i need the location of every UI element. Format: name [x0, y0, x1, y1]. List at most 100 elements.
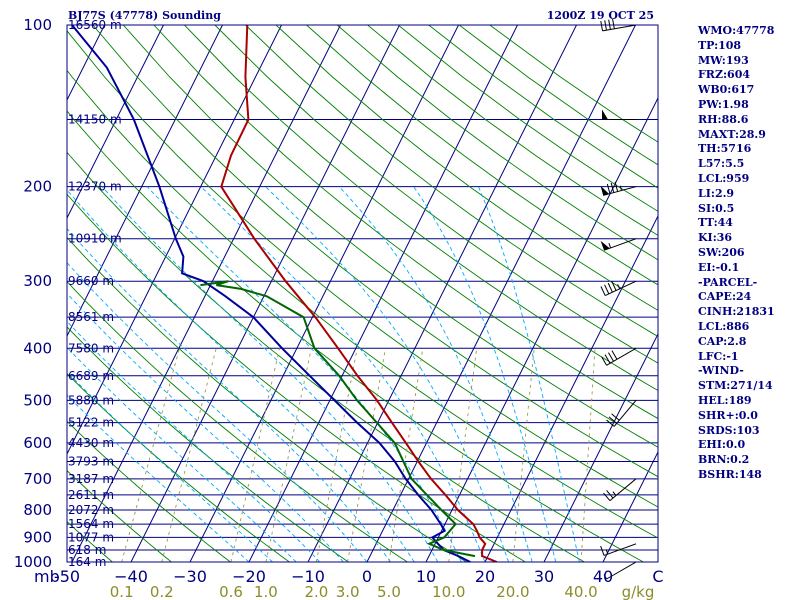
temp-tick-label: −20: [232, 567, 266, 586]
mixing-ratio-line: [121, 348, 180, 562]
temp-tick-label: 20: [475, 567, 495, 586]
height-label: 1564 m: [68, 517, 114, 531]
wind-barb-full: [612, 18, 615, 29]
wind-barb-full: [601, 356, 607, 366]
mixing-ratio-line: [388, 348, 424, 562]
wind-barb-staff: [613, 400, 637, 427]
mixing-ratio-line: [161, 348, 217, 562]
wind-barb-half: [612, 491, 617, 496]
dry-adiabat: [92, 25, 658, 478]
moist-adiabat: [101, 186, 439, 562]
index-item: LCL:959: [698, 171, 750, 185]
dry-adiabat: [67, 372, 291, 562]
wind-barbs: [600, 18, 637, 580]
index-item: KI:36: [698, 231, 733, 245]
mixing-ratio-tick-label: 40.0: [564, 583, 597, 600]
mixing-ratio-tick-label: 20.0: [496, 583, 529, 600]
index-item: CAP:2.8: [698, 334, 747, 348]
height-label: 16560 m: [68, 18, 122, 32]
mixing-ratio-line: [315, 348, 358, 562]
temp-tick-label: C: [652, 567, 663, 586]
background-grid: [67, 25, 658, 562]
index-item: LCL:886: [698, 319, 750, 333]
dry-adiabat: [67, 469, 173, 562]
dry-adiabat: [67, 193, 527, 562]
index-item: TP:108: [698, 38, 742, 52]
temp-tick-label: −10: [291, 567, 325, 586]
wind-barb-full: [604, 354, 611, 364]
isotherm-line: [67, 25, 164, 220]
index-item: LI:2.9: [698, 186, 735, 200]
mixing-ratio-tick-label: 0.6: [219, 583, 243, 600]
index-item: LFC:-1: [698, 349, 739, 363]
height-label: 618 m: [68, 543, 106, 557]
wind-barb-staff: [604, 280, 637, 297]
temp-tick-label: 0: [362, 567, 372, 586]
mixing-ratio-tick-label: 1.0: [254, 583, 278, 600]
index-item: SI:0.5: [698, 201, 735, 215]
isotherm-line: [425, 96, 658, 562]
wind-barb-staff: [609, 478, 637, 502]
index-item: CAPE:24: [698, 290, 752, 304]
pressure-tick-label: 300: [23, 272, 52, 290]
mixing-ratio-tick-label: 5.0: [377, 583, 401, 600]
moist-adiabat: [67, 346, 297, 562]
dry-adiabat: [122, 25, 658, 448]
index-item: -WIND-: [698, 364, 744, 378]
wind-barb-full: [603, 492, 611, 501]
pressure-tick-label: 200: [23, 178, 52, 196]
index-item: -PARCEL-: [698, 275, 758, 289]
moist-adiabat: [67, 371, 273, 562]
temp-tick-label: −30: [173, 567, 207, 586]
chart-time: 1200Z 19 OCT 25: [547, 9, 654, 22]
temp-tick-label: -50: [54, 567, 80, 586]
temp-tick-label: 10: [416, 567, 436, 586]
dewpoint-trace: [71, 25, 471, 562]
index-item: SW:206: [698, 245, 745, 259]
moist-adiabat: [146, 186, 462, 562]
isotherm-line: [543, 332, 658, 562]
index-item: CINH:21831: [698, 305, 775, 319]
index-item: MW:193: [698, 53, 749, 67]
temperature-trace: [220, 25, 498, 562]
mixing-ratio-tick-label: 10.0: [432, 583, 465, 600]
index-item: L57:5.5: [698, 157, 745, 171]
wind-barb-flag: [602, 109, 608, 120]
height-label: 1077 m: [68, 530, 114, 544]
mixing-ratio-line: [512, 348, 535, 562]
isotherm-line: [67, 25, 223, 338]
height-label: 2611 m: [68, 488, 114, 502]
moist-adiabat: [67, 394, 250, 562]
moist-adiabat: [67, 189, 415, 562]
height-label: 14150 m: [68, 113, 122, 127]
mixing-ratio-unit: g/kg: [622, 583, 655, 600]
dry-adiabat: [67, 520, 114, 562]
index-item: SRDS:103: [698, 423, 760, 437]
dry-adiabat: [67, 69, 658, 539]
mixing-ratio-line: [230, 348, 280, 562]
height-label: 7580 m: [68, 341, 114, 355]
wind-barb-full: [611, 413, 620, 421]
index-item: PW:1.98: [698, 97, 749, 111]
mixing-ratio-line: [347, 348, 386, 562]
height-label: 3793 m: [68, 455, 114, 469]
pressure-tick-label: 900: [23, 528, 52, 546]
pressure-tick-label: 800: [23, 501, 52, 519]
chart-title: BJ77S (47778) Sounding: [68, 9, 221, 22]
wind-barb-full: [611, 350, 618, 360]
wind-barb-full: [606, 419, 615, 427]
pressure-tick-label: 700: [23, 470, 52, 488]
isotherm-line: [130, 25, 400, 562]
sounding-traces: [71, 25, 498, 562]
index-item: WB0:617: [698, 83, 755, 97]
isotherm-line: [366, 25, 636, 562]
isotherm-line: [602, 450, 658, 562]
dry-adiabat: [184, 25, 658, 392]
pressure-tick-label: 100: [23, 16, 52, 34]
moist-adiabat: [265, 186, 510, 562]
wind-barb-full: [608, 416, 618, 424]
index-item: SHR+:0.0: [698, 408, 758, 422]
height-label: 10910 m: [68, 232, 122, 246]
height-label: 6689 m: [68, 369, 114, 383]
